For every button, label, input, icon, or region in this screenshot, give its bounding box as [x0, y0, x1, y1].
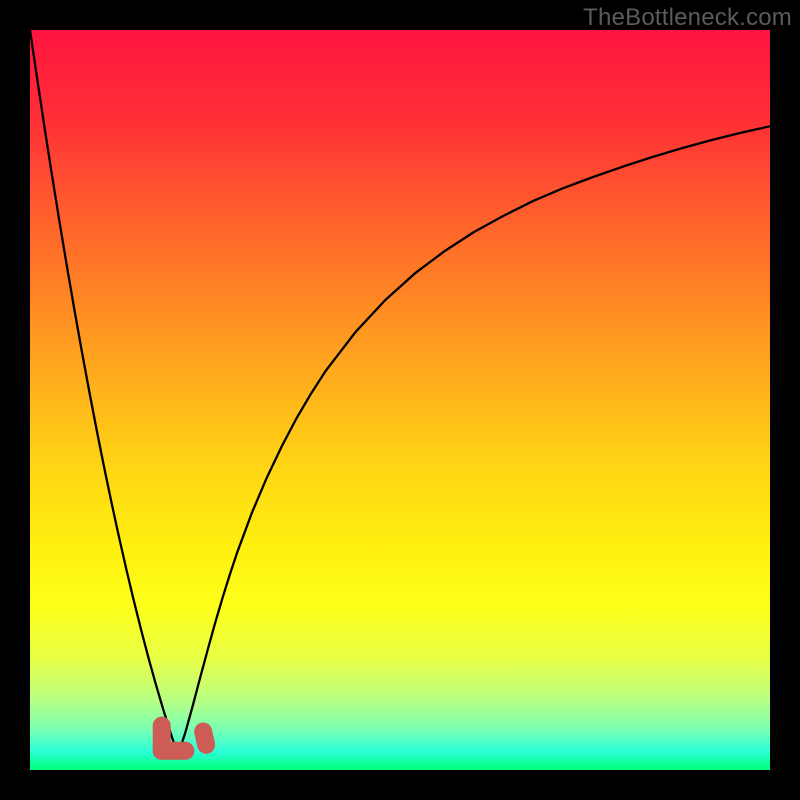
bottleneck-curve [30, 30, 770, 755]
trough-marker-2 [203, 732, 206, 745]
watermark-label: TheBottleneck.com [583, 4, 792, 32]
chart-frame: TheBottleneck.com [0, 0, 800, 800]
plot-area [30, 30, 770, 770]
curve-layer [30, 30, 770, 770]
